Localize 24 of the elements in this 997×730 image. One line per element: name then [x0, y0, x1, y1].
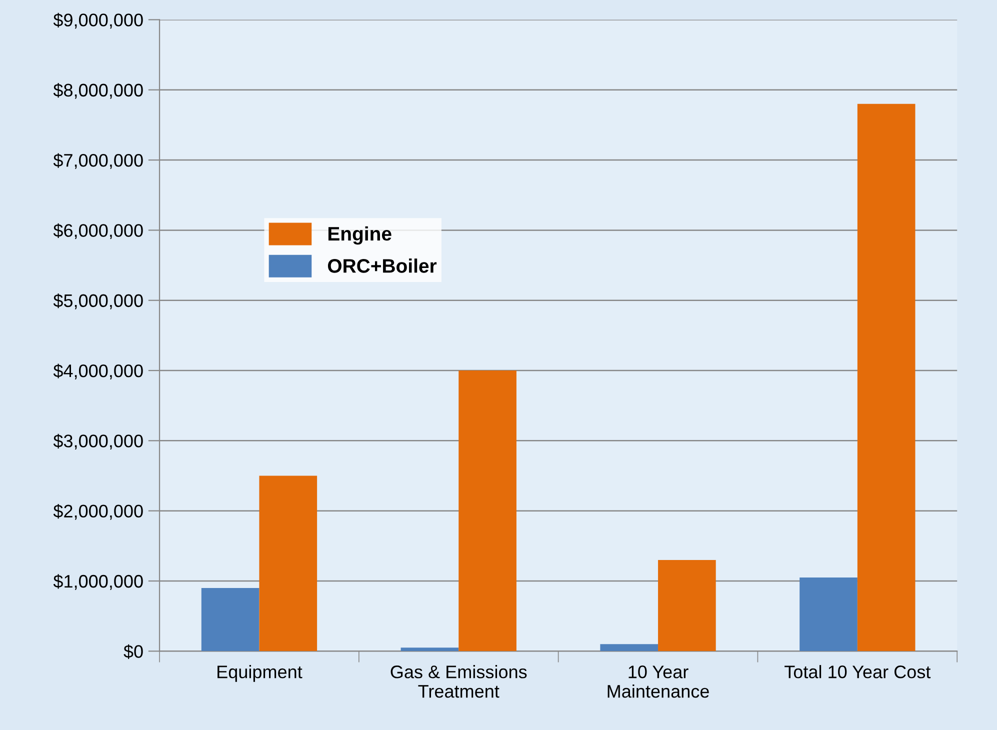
bar — [658, 560, 716, 652]
y-tick-label: $5,000,000 — [53, 294, 143, 310]
y-tick-label: $6,000,000 — [53, 223, 143, 240]
x-tick-label: Total 10 Year Cost — [784, 665, 931, 678]
y-tick-label: $4,000,000 — [53, 364, 143, 380]
x-tick-label: Gas & Emissions Treatment — [390, 665, 527, 698]
y-tick-label: $7,000,000 — [53, 153, 143, 169]
legend-label: ORC+Boiler — [328, 258, 437, 273]
y-tick-label: $1,000,000 — [53, 574, 143, 590]
y-tick-label: $8,000,000 — [53, 83, 143, 99]
bar — [800, 577, 858, 652]
x-tick-label: 10 Year Maintenance — [608, 666, 709, 698]
bar — [400, 648, 459, 652]
bar — [857, 104, 916, 652]
x-tick-label: Equipment — [218, 665, 302, 682]
bar — [458, 370, 516, 652]
y-tick-label: $2,000,000 — [53, 504, 143, 520]
y-tick-label: $9,000,000 — [53, 12, 143, 29]
bar — [259, 476, 318, 652]
y-tick-label: $0 — [124, 644, 143, 659]
bar — [600, 644, 658, 652]
legend-label: Engine — [328, 226, 392, 245]
y-tick-label: $3,000,000 — [53, 434, 143, 450]
bar — [201, 588, 260, 652]
